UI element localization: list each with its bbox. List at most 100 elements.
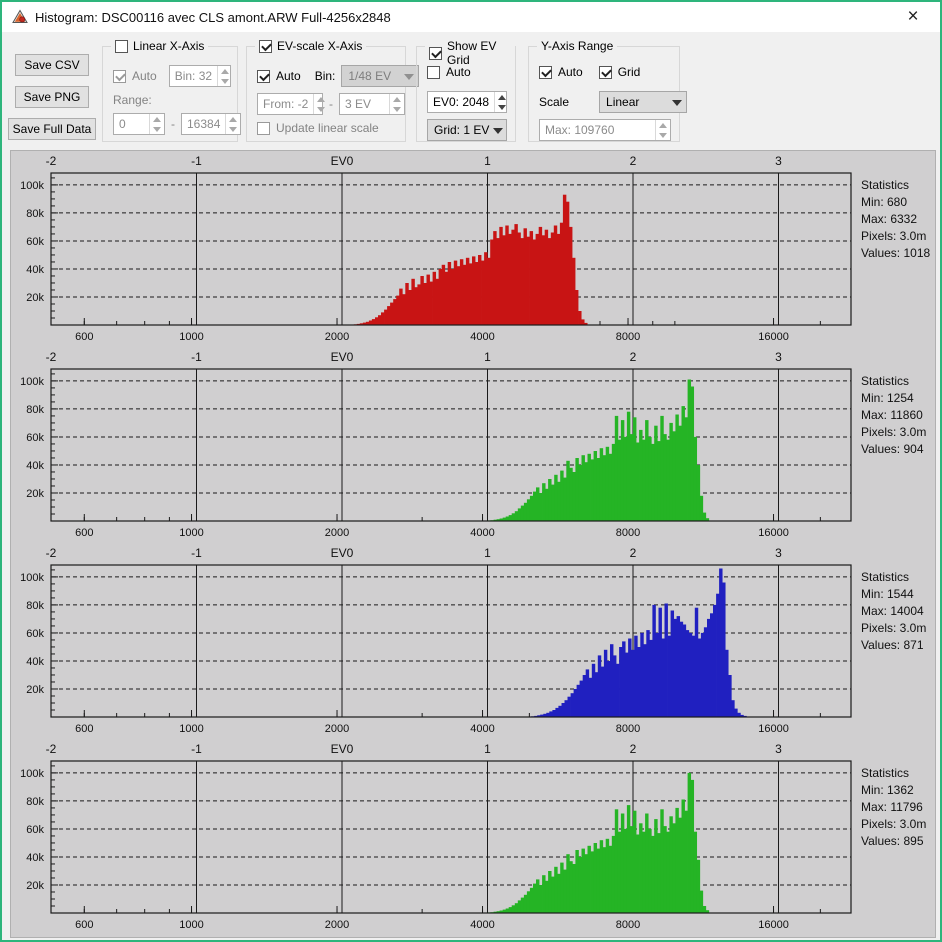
stats-pixels: Pixels: 3.0m [861, 229, 927, 243]
svg-text:2000: 2000 [325, 331, 349, 343]
grid-step-dropdown[interactable]: Grid: 1 EV [427, 119, 507, 141]
svg-text:40k: 40k [26, 656, 44, 668]
svg-text:80k: 80k [26, 208, 44, 220]
y-auto-checkbox[interactable] [539, 65, 552, 79]
ev-scale-x-axis-group: EV-scale X-Axis Auto Bin: 1/48 EV From: … [246, 39, 420, 142]
histogram-plot-red: -2 -1 EV0 1 2 3 20k 40k 60k 80k 100k 600 1000 2000 400… [20, 154, 852, 343]
svg-text:-2: -2 [46, 546, 57, 560]
ev-bin-label: Bin: [314, 69, 336, 83]
range-to-spinner: 16384 [181, 113, 241, 135]
dropdown-arrow-icon [489, 120, 506, 140]
stats-min: Min: 1544 [861, 587, 914, 601]
stats-pixels: Pixels: 3.0m [861, 425, 927, 439]
svg-text:8000: 8000 [616, 919, 640, 931]
scale-dropdown[interactable]: Linear [599, 91, 688, 113]
svg-text:60k: 60k [26, 628, 44, 640]
show-ev-grid-group: Show EV Grid Auto EV0: 2048 Grid: 1 EV [416, 39, 516, 142]
close-button[interactable]: × [907, 6, 919, 27]
y-axis-range-label: Y-Axis Range [541, 39, 614, 53]
spinner-arrows-icon[interactable] [494, 92, 506, 112]
linear-x-axis-checkbox[interactable] [115, 39, 128, 53]
stats-max: Max: 14004 [861, 604, 924, 618]
stats-min: Min: 1362 [861, 783, 914, 797]
grid-auto-checkbox[interactable] [427, 65, 440, 79]
histogram-panel-red: -2 -1 EV0 1 2 3 20k 40k 60k 80k 100k 600 1000 2000 400… [11, 151, 935, 347]
svg-text:1000: 1000 [179, 527, 203, 539]
svg-text:2: 2 [630, 742, 637, 756]
app-icon [12, 9, 28, 23]
window-title: Histogram: DSC00116 avec CLS amont.ARW F… [35, 9, 391, 25]
svg-text:20k: 20k [26, 488, 44, 500]
ev-auto-checkbox[interactable] [257, 69, 270, 83]
svg-text:100k: 100k [20, 376, 44, 388]
svg-text:600: 600 [75, 723, 93, 735]
svg-text:40k: 40k [26, 852, 44, 864]
svg-text:2: 2 [630, 546, 637, 560]
dropdown-arrow-icon [668, 92, 686, 112]
update-linear-scale-label: Update linear scale [276, 121, 379, 135]
spinner-arrows-icon [313, 94, 325, 114]
show-ev-grid-label: Show EV Grid [447, 39, 497, 67]
svg-text:2000: 2000 [325, 723, 349, 735]
histogram-plot-green2: -2 -1 EV0 1 2 3 20k 40k 60k 80k 100k 600 1000 2000 400… [20, 742, 852, 931]
stats-pixels: Pixels: 3.0m [861, 817, 927, 831]
svg-text:2000: 2000 [325, 527, 349, 539]
ev-from-spinner: From: -2 [257, 93, 325, 115]
svg-text:80k: 80k [26, 404, 44, 416]
y-grid-checkbox[interactable] [598, 65, 612, 79]
svg-text:EV0: EV0 [331, 742, 354, 756]
svg-text:-2: -2 [46, 350, 57, 364]
linear-auto-checkbox [113, 69, 126, 83]
svg-text:20k: 20k [26, 880, 44, 892]
svg-text:-2: -2 [46, 154, 57, 168]
y-max-spinner: Max: 109760 [539, 119, 671, 141]
stats-pixels: Pixels: 3.0m [861, 621, 927, 635]
svg-text:8000: 8000 [616, 331, 640, 343]
ev0-spinner[interactable]: EV0: 2048 [427, 91, 507, 113]
svg-text:600: 600 [75, 919, 93, 931]
svg-text:EV0: EV0 [331, 546, 354, 560]
toolbar: Save CSV Save PNG Save Full Data Linear … [2, 32, 940, 150]
svg-text:4000: 4000 [470, 723, 494, 735]
svg-text:20k: 20k [26, 684, 44, 696]
stats-title: Statistics [861, 766, 910, 780]
svg-text:-1: -1 [191, 154, 202, 168]
linear-bin-spinner: Bin: 32 [168, 65, 231, 87]
stats-min: Min: 1254 [861, 391, 914, 405]
dropdown-arrow-icon [400, 66, 418, 86]
range-dash: - [171, 117, 175, 131]
svg-text:1000: 1000 [179, 331, 203, 343]
y-axis-range-group: Y-Axis Range Auto Grid Scale Linear Max:… [528, 39, 688, 142]
svg-text:1: 1 [484, 546, 491, 560]
svg-text:16000: 16000 [758, 527, 789, 539]
ev-bin-dropdown: 1/48 EV [341, 65, 420, 87]
range-label: Range: [113, 93, 152, 107]
svg-text:600: 600 [75, 331, 93, 343]
svg-text:-1: -1 [191, 742, 202, 756]
stats-max: Max: 11796 [861, 800, 923, 814]
svg-text:4000: 4000 [470, 331, 494, 343]
svg-text:1: 1 [484, 154, 491, 168]
show-ev-grid-checkbox[interactable] [429, 46, 442, 60]
save-full-data-button[interactable]: Save Full Data [8, 118, 96, 140]
y-grid-label: Grid [617, 65, 641, 79]
histogram-panel-blue: -2 -1 EV0 1 2 3 20k 40k 60k 80k 100k 600 1000 2000 400… [11, 543, 935, 739]
spinner-arrows-icon [225, 114, 240, 134]
svg-text:3: 3 [775, 350, 782, 364]
spinner-arrows-icon [389, 94, 404, 114]
titlebar: Histogram: DSC00116 avec CLS amont.ARW F… [2, 2, 940, 32]
stats-max: Max: 6332 [861, 212, 918, 226]
save-png-button[interactable]: Save PNG [15, 86, 89, 108]
svg-text:1: 1 [484, 350, 491, 364]
svg-text:2: 2 [630, 350, 637, 364]
svg-text:80k: 80k [26, 600, 44, 612]
histogram-panel-green2: -2 -1 EV0 1 2 3 20k 40k 60k 80k 100k 600 1000 2000 400… [11, 739, 935, 935]
linear-auto-label: Auto [132, 69, 157, 83]
svg-text:EV0: EV0 [331, 154, 354, 168]
statistics-green: Statistics Min: 1254 Max: 11860 Pixels: … [861, 373, 935, 458]
linear-x-axis-label: Linear X-Axis [133, 39, 205, 53]
svg-text:-1: -1 [191, 350, 202, 364]
save-csv-button[interactable]: Save CSV [15, 54, 89, 76]
ev-scale-x-axis-checkbox[interactable] [259, 39, 272, 53]
